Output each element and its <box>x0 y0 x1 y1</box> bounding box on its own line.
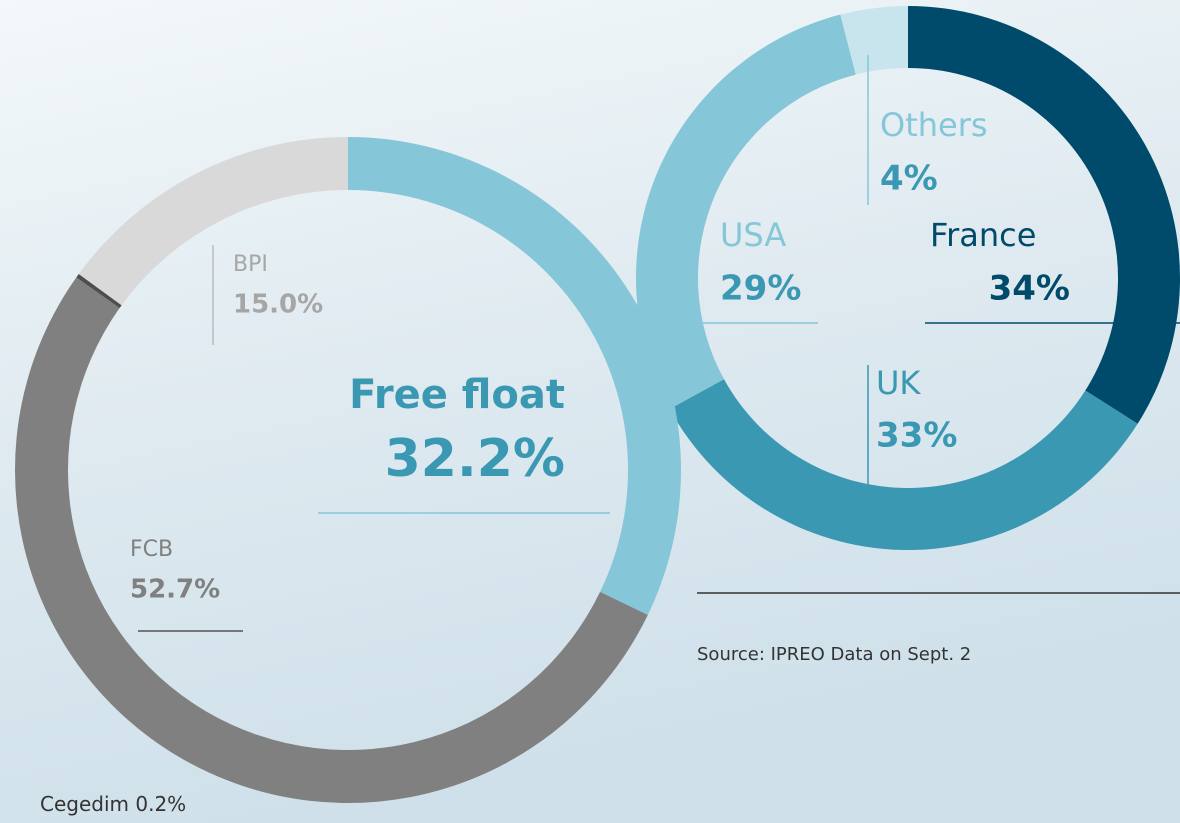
donut-segment <box>348 137 681 615</box>
value-label: 32.2% <box>385 429 565 489</box>
donut-segment <box>78 137 349 306</box>
label: UK <box>876 364 921 402</box>
label: BPI <box>233 252 268 277</box>
donut-segment <box>76 274 122 309</box>
donut-segment <box>908 6 1180 424</box>
cegedim-label: Cegedim 0.2% <box>40 792 186 816</box>
donut-segment <box>669 379 1138 550</box>
value-label: 34% <box>989 269 1070 309</box>
value-label: 52.7% <box>130 575 220 605</box>
donut-segment <box>636 14 856 410</box>
source: Source: IPREO Data on Sept. 2 <box>697 644 971 665</box>
label: FCB <box>130 537 173 562</box>
donut-segment <box>14 277 648 803</box>
label: Others <box>880 106 988 144</box>
donut-shareholders <box>14 137 681 803</box>
value-label: 33% <box>876 416 957 456</box>
value-label: 15.0% <box>233 290 323 320</box>
donut-segment <box>840 6 908 75</box>
label: Cegedim <box>40 792 129 816</box>
label: France <box>930 216 1036 254</box>
label: Free float <box>349 372 565 418</box>
donut-regions <box>636 6 1180 550</box>
value-label: 0.2% <box>135 792 186 816</box>
label: USA <box>720 216 786 254</box>
value-label: 4% <box>880 159 938 199</box>
value-label: 29% <box>720 269 801 309</box>
